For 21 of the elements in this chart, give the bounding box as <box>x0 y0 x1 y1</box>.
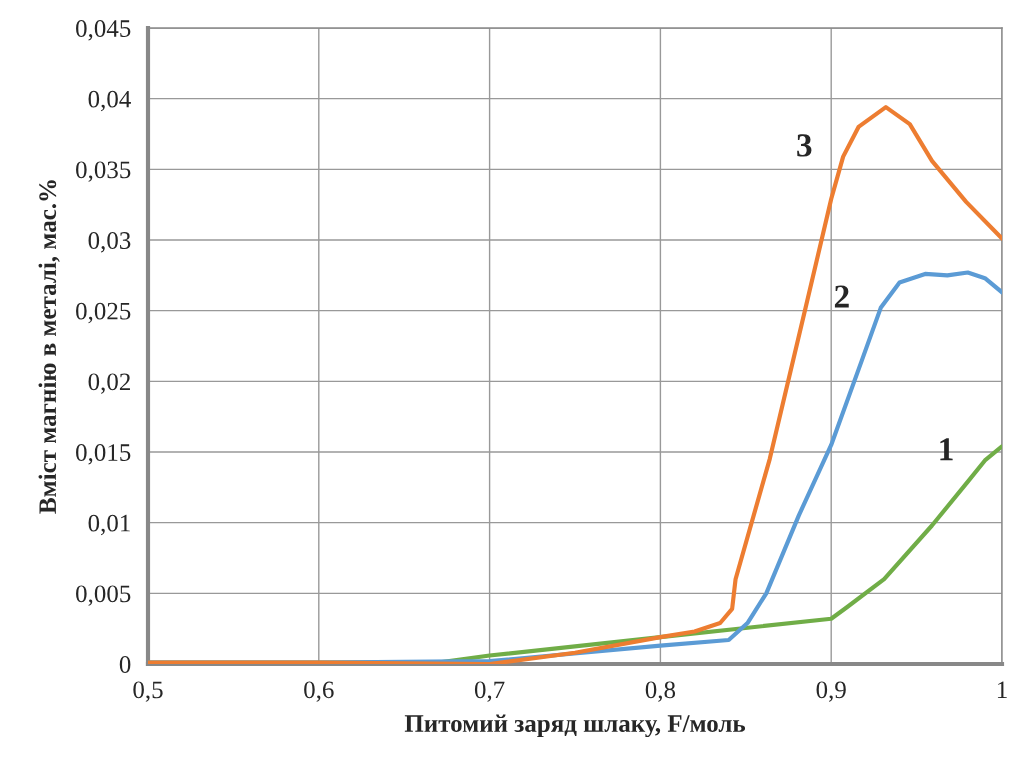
y-tick-label: 0,02 <box>88 373 130 394</box>
y-tick-label: 0,015 <box>76 444 131 465</box>
y-axis-title: Вміст магнію в металі, мас.% <box>38 180 60 514</box>
x-tick-label: 1 <box>997 681 1007 699</box>
y-tick-label: 0,045 <box>76 20 131 41</box>
series-label: 2 <box>834 285 849 308</box>
x-tick-label: 0,9 <box>816 681 846 702</box>
y-tick-label: 0,005 <box>76 585 131 606</box>
y-tick-label: 0,04 <box>88 90 131 112</box>
x-tick-label: 0,7 <box>474 681 505 702</box>
series-label: 1 <box>940 438 953 461</box>
x-axis-title: Питомий заряд шлаку, F/моль <box>404 714 746 738</box>
x-tick-label: 0,5 <box>133 681 163 702</box>
y-tick-label: 0 <box>119 656 131 673</box>
y-tick-label: 0,025 <box>76 302 131 324</box>
y-tick-label: 0,03 <box>88 232 131 253</box>
series-label: 3 <box>797 134 812 157</box>
y-tick-label: 0,01 <box>88 514 130 536</box>
y-tick-label: 0,035 <box>76 161 131 182</box>
x-tick-label: 0,6 <box>304 681 334 702</box>
x-tick-label: 0,8 <box>645 681 676 702</box>
